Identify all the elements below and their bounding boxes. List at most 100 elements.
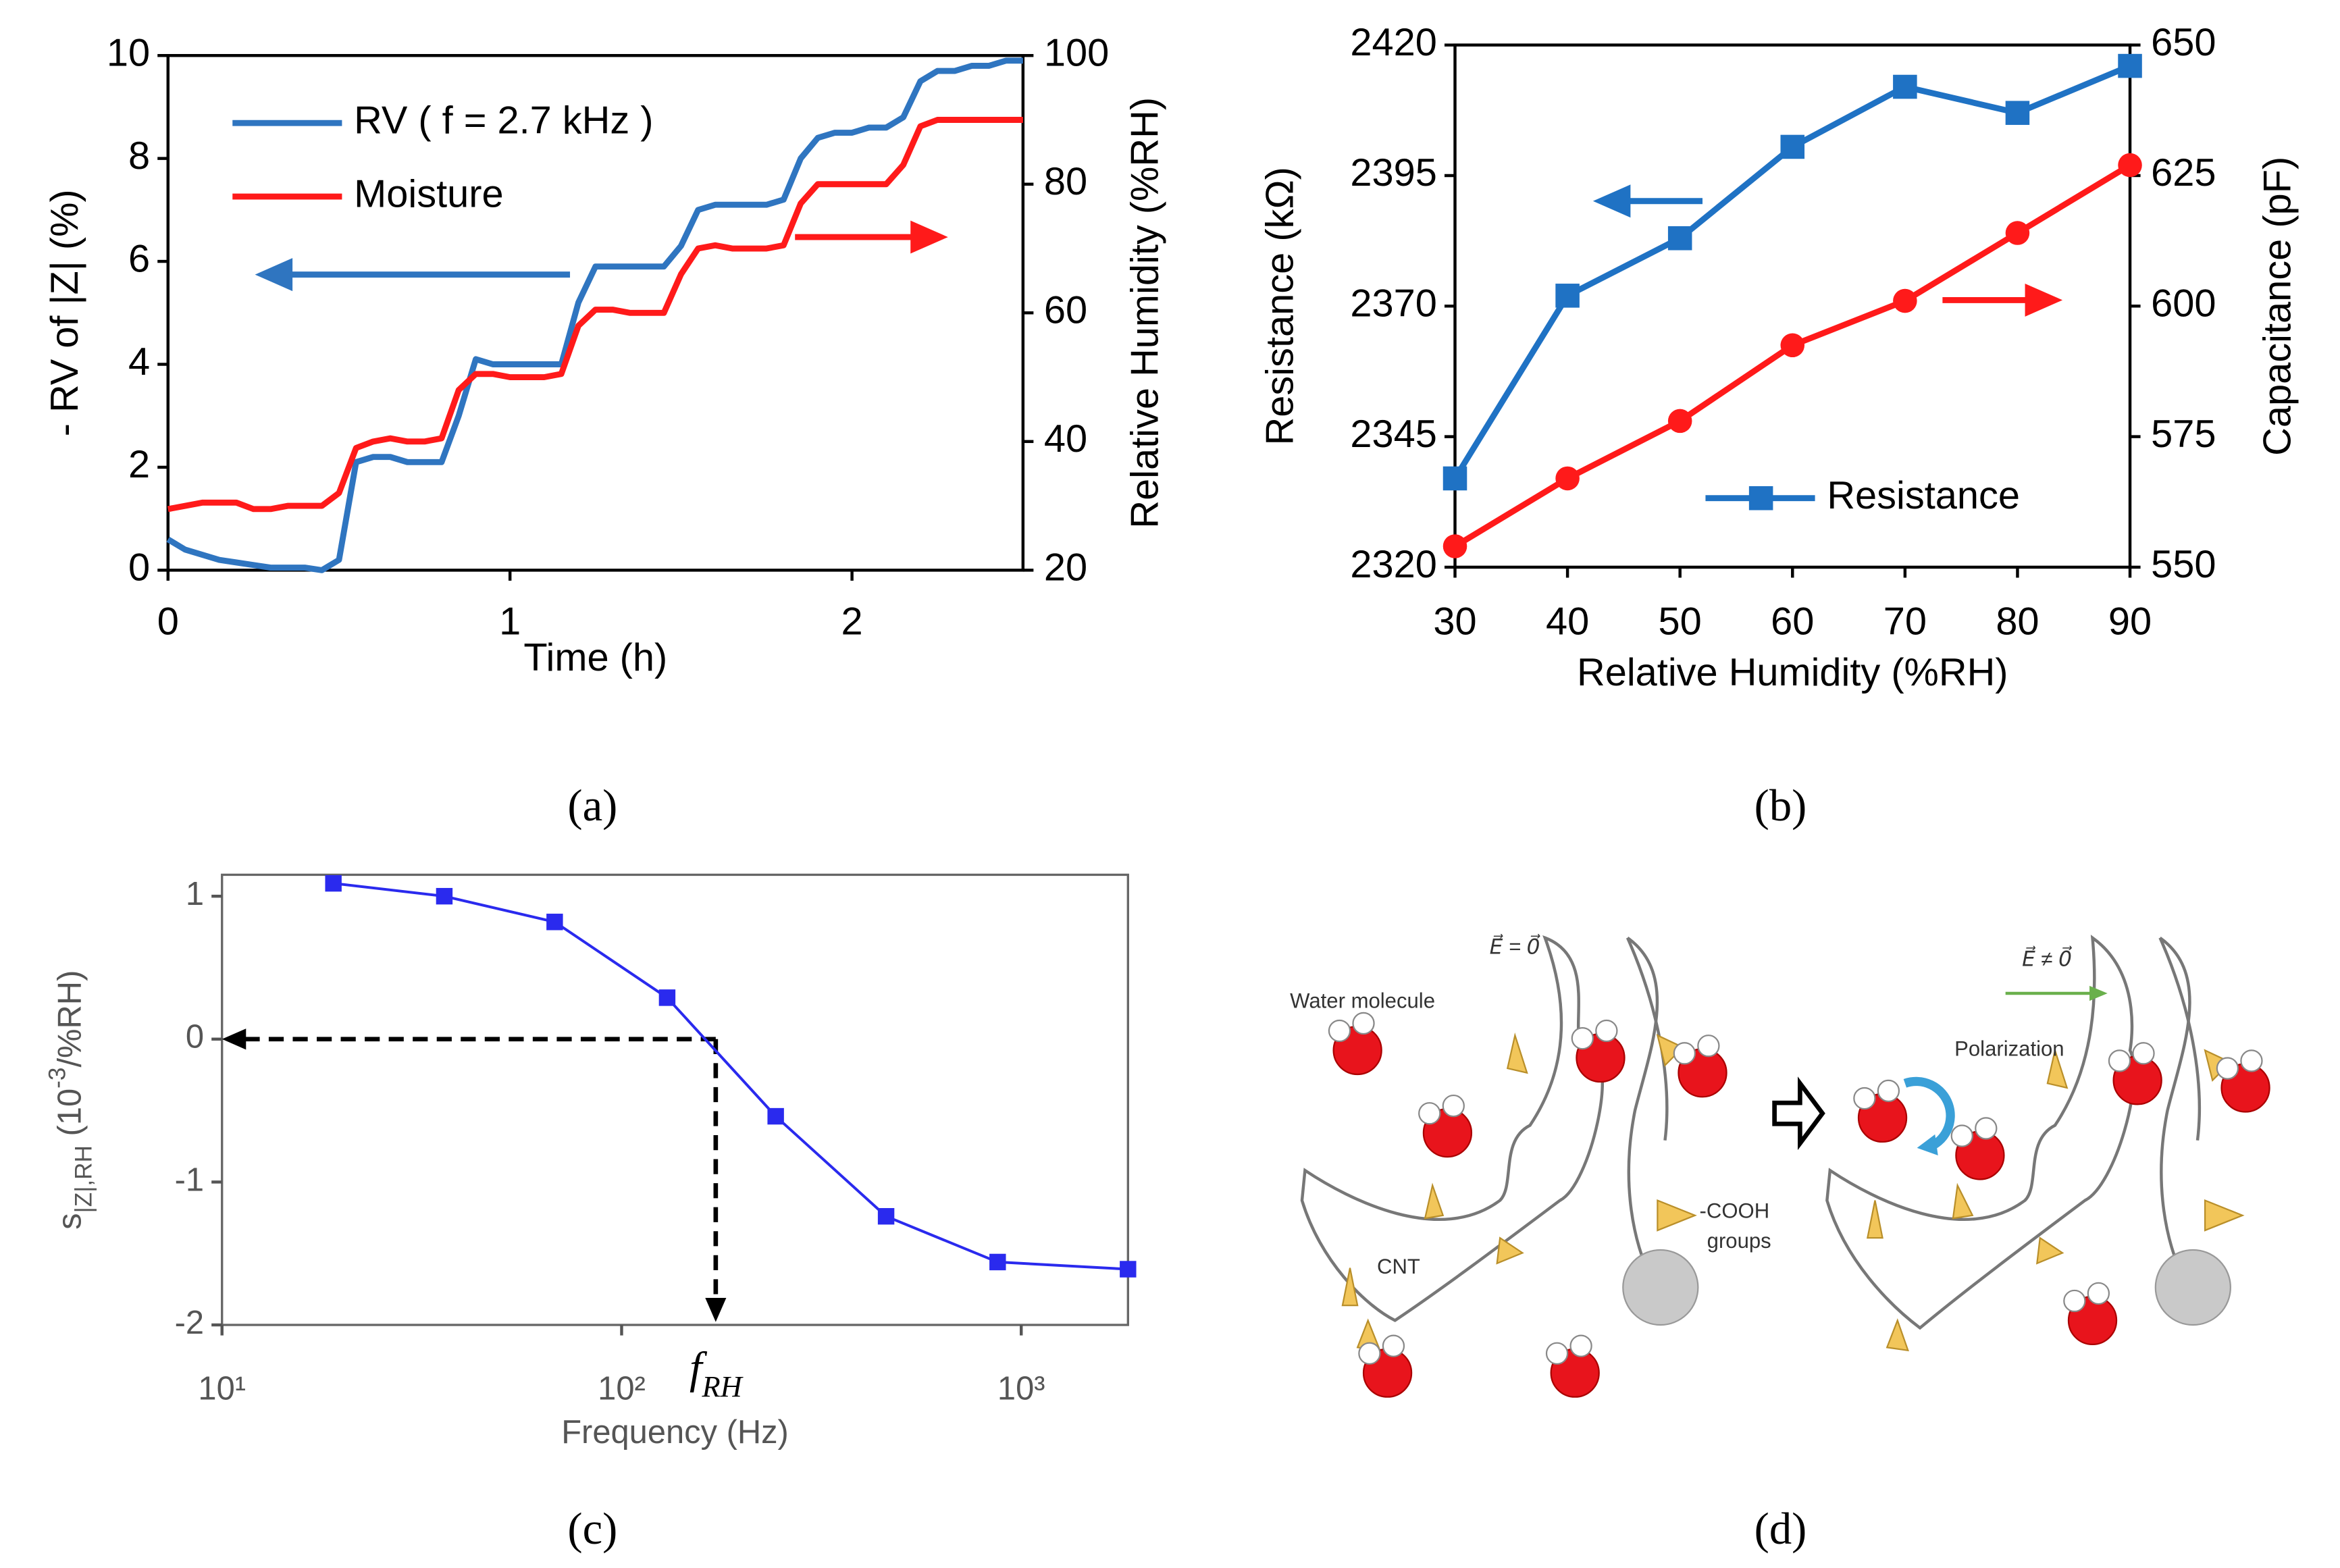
x-tick-label: 10³ [997,1371,1045,1407]
data-point [1442,466,1467,491]
data-point [877,1207,895,1225]
x-tick-label: 30 [1433,600,1476,644]
y-tick-label: 2 [128,443,150,486]
y-axis-label: s|Z|,RH (10-3/%RH) [44,970,97,1230]
series-line [333,882,1128,1271]
hydrogen [1418,1102,1441,1125]
annotation-arrowhead [705,1298,727,1322]
panel-label: (d) [1754,1505,1807,1554]
x-axis-label: Frequency (Hz) [561,1414,789,1451]
hydrogen [1595,1019,1618,1043]
data-point [658,989,676,1006]
y2-tick-label: 550 [2151,543,2216,586]
y-tick-label: 6 [128,237,150,280]
series-line [167,117,1023,513]
x-tick-label: 0 [157,600,179,644]
direction-arrows [255,184,2063,317]
hydrogen [1442,1094,1465,1118]
x-tick-label: 10² [598,1371,646,1407]
y-tick-label: 2420 [1350,21,1436,64]
hydrogen [2108,1049,2131,1072]
hydrogen [1569,1334,1592,1357]
hydrogen [1352,1012,1375,1035]
x-axis-label: Time (h) [523,636,667,679]
x-tick-label: 80 [1996,600,2039,644]
hydrogen [2240,1049,2263,1072]
y2-tick-label: 575 [2151,413,2216,456]
data-point [989,1253,1006,1271]
series-line [166,57,1023,573]
polarization-diagram: Water molecule E⃗ = 0⃗ E⃗ ≠ 0⃗ Polarizat… [1290,934,2270,1398]
data-point [2005,221,2030,245]
y-tick-label: 2395 [1350,151,1436,194]
hydrogen [1975,1117,1998,1140]
panel-label: (c) [567,1505,617,1554]
hydrogen [1571,1026,1594,1050]
y-tick-label: 4 [128,340,150,384]
hydrogen [1328,1019,1351,1043]
data-point [1780,333,1805,358]
y-tick-label: 8 [128,134,150,178]
x-tick-label: 10¹ [198,1371,246,1407]
series-line [1452,63,2131,480]
y2-tick-label: 100 [1044,31,1109,74]
y-tick-label: -1 [175,1161,204,1198]
legend-label: Moisture [354,172,503,215]
hydrogen [1382,1334,1405,1357]
panel-label: (a) [567,781,617,831]
hydrogen [2216,1057,2239,1080]
hydrogen [1673,1042,1696,1065]
y-tick-label: 1 [186,876,204,912]
panel-label: (b) [1754,781,1807,831]
data-point [1667,226,1692,251]
diagram-text: -COOH [1700,1199,1770,1223]
y-axis-label-part: s [52,1213,88,1229]
hydrogen [1697,1035,1720,1057]
diagram-text: E⃗ ≠ 0⃗ [2022,946,2073,971]
legend-label: Resistance [1827,474,2020,517]
y2-tick-label: 40 [1044,417,1087,461]
x-axis-label: Relative Humidity (%RH) [1577,651,2008,694]
y2-tick-label: 20 [1044,546,1087,590]
data-point [2118,153,2142,178]
data-point [1120,1261,1137,1278]
x-tick-label: 40 [1546,600,1589,644]
y-axis-label: Resistance (kΩ) [1258,167,1301,445]
x-tick-label: 1 [499,600,521,644]
y-tick-label: 0 [128,546,150,590]
x-tick-label: 50 [1659,600,1702,644]
hydrogen [1545,1342,1569,1365]
plot-frame [221,873,1129,1326]
y2-tick-label: 600 [2151,282,2216,325]
hydrogen [1358,1342,1381,1365]
data-point [1555,284,1580,308]
y-axis-label-part: /%RH) [52,970,88,1068]
diagram-text: CNT [1377,1255,1420,1278]
diagram-text: Water molecule [1290,989,1435,1013]
y-tick-label: -2 [175,1305,204,1341]
y-axis-label: - RV of |Z| (%) [43,189,86,436]
data-point [1893,288,1917,313]
y-axis-label-part: -3 [44,1068,70,1089]
legend-label: RV ( f = 2.7 kHz ) [354,99,653,142]
y-tick-label: 2345 [1350,413,1436,456]
data-point [1780,134,1805,159]
x-tick-label: 2 [841,600,863,644]
y2-tick-label: 650 [2151,21,2216,64]
hydrogen [1950,1124,1973,1147]
y-axis-label-part: |Z|,RH [70,1145,97,1213]
x-tick-label: 90 [2108,600,2152,644]
y-tick-label: 2370 [1350,282,1436,325]
data-point [1667,409,1692,434]
y-axis-label-part: (10 [52,1089,88,1145]
diagram-text: E⃗ = 0⃗ [1490,934,1541,959]
data-point [1442,534,1467,558]
y2-tick-label: 625 [2151,151,2216,194]
x-tick-label: 70 [1883,600,1927,644]
hydrogen [2087,1282,2110,1305]
hydrogen [2063,1289,2086,1313]
y-tick-label: 2320 [1350,543,1436,586]
y2-tick-label: 80 [1044,160,1087,203]
annotation-arrowhead [222,1028,246,1050]
